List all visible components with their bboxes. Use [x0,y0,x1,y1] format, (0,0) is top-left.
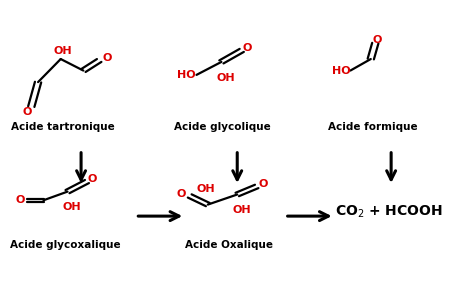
Text: Acide Oxalique: Acide Oxalique [185,240,273,250]
Text: O: O [373,35,382,45]
Text: Acide glycoxalique: Acide glycoxalique [10,240,120,250]
Text: OH: OH [54,46,72,56]
Text: OH: OH [63,203,82,212]
Text: Acide formique: Acide formique [328,122,418,132]
Text: O: O [103,53,112,63]
Text: OH: OH [232,205,251,215]
Text: O: O [23,107,32,117]
Text: O: O [243,42,252,52]
Text: Acide glycolique: Acide glycolique [174,122,271,132]
Text: O: O [177,189,186,199]
Text: O: O [88,174,97,184]
Text: O: O [15,195,25,205]
Text: CO$_2$ + HCOOH: CO$_2$ + HCOOH [335,204,443,220]
Text: OH: OH [217,73,235,83]
Text: OH: OH [196,184,215,194]
Text: HO: HO [177,70,196,80]
Text: HO: HO [332,65,351,76]
Text: O: O [259,179,268,189]
Text: Acide tartronique: Acide tartronique [11,122,115,132]
